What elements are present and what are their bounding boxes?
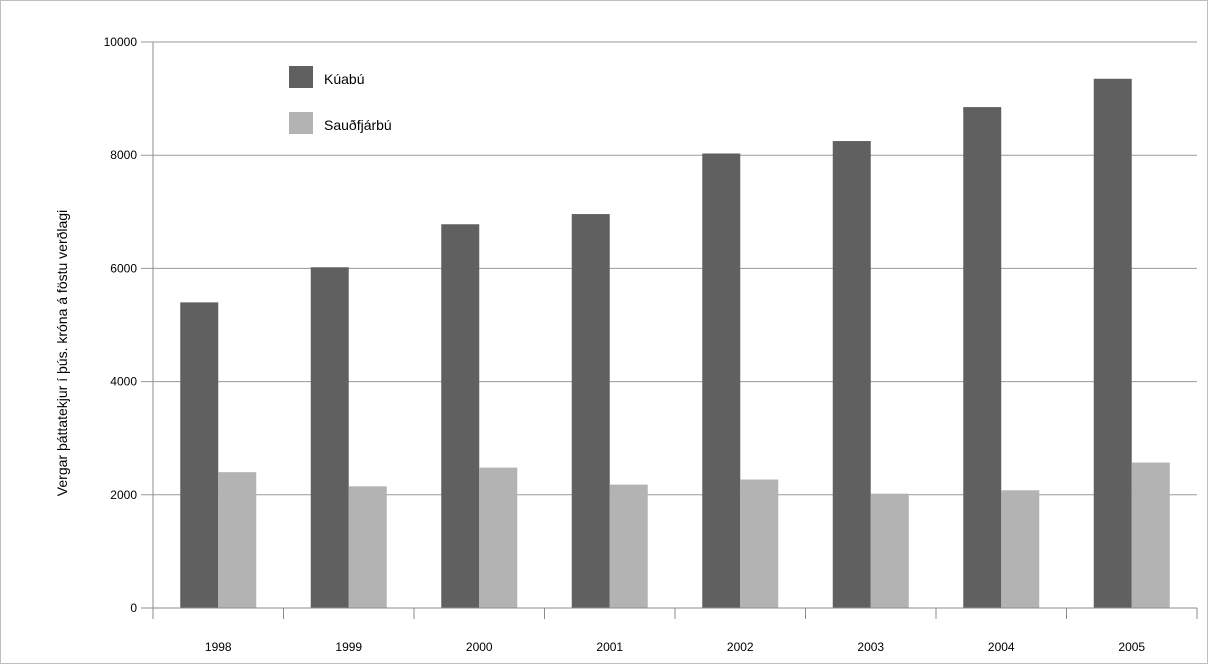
y-tick-label: 2000 [110, 488, 137, 502]
bar-saudfjarbu-2001 [609, 484, 648, 608]
bar-kuabu-2004 [963, 107, 1002, 608]
x-tick-label: 2004 [988, 640, 1015, 654]
bar-kuabu-1999 [310, 267, 349, 608]
legend-label-saudfjarbu: Sauðfjárbú [324, 117, 392, 133]
legend-label-kuabu: Kúabú [324, 71, 364, 87]
axes [152, 42, 1198, 619]
bar-saudfjarbu-1999 [348, 486, 387, 608]
x-tick-label: 2005 [1118, 640, 1145, 654]
bar-saudfjarbu-2003 [870, 493, 909, 608]
bar-kuabu-2005 [1093, 78, 1132, 609]
x-tick-label: 1998 [205, 640, 232, 654]
y-tick-label: 0 [130, 601, 137, 615]
y-axis-title: Vergar þáttatekjur í þús. króna á föstu … [54, 210, 70, 496]
x-tick-label: 2000 [466, 640, 493, 654]
tick-labels: 0 2000 4000 6000 8000 10000 1998 1999 2000 2001 20… [104, 35, 1146, 654]
x-tick-label: 1999 [335, 640, 362, 654]
y-tick-label: 4000 [110, 375, 137, 389]
x-tick-label: 2003 [857, 640, 884, 654]
y-tick-label: 6000 [110, 261, 137, 275]
legend: Kúabú Sauðfjárbú [289, 66, 392, 134]
bar-kuabu-2001 [571, 214, 610, 608]
x-tick-label: 2001 [596, 640, 623, 654]
legend-swatch-saudfjarbu [289, 112, 313, 134]
legend-swatch-kuabu [289, 66, 313, 88]
y-tick-label: 10000 [104, 35, 138, 49]
bar-saudfjarbu-2000 [479, 467, 518, 608]
x-tick-label: 2002 [727, 640, 754, 654]
bar-saudfjarbu-1998 [218, 472, 257, 608]
bars [180, 78, 1170, 609]
bar-kuabu-2000 [441, 224, 480, 608]
bar-kuabu-1998 [180, 302, 219, 608]
bar-saudfjarbu-2002 [740, 479, 779, 608]
bar-saudfjarbu-2004 [1001, 490, 1040, 608]
bar-kuabu-2003 [832, 141, 871, 609]
y-tick-label: 8000 [110, 148, 137, 162]
bar-saudfjarbu-2005 [1131, 462, 1170, 608]
bar-kuabu-2002 [702, 153, 741, 608]
